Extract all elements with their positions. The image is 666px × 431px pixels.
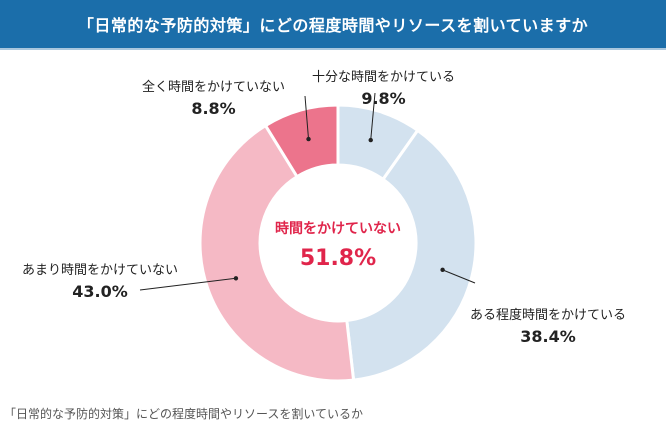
center-value: 51.8% [299,246,377,271]
slice-label-sufficient: 十分な時間をかけている 9.8% [312,66,455,108]
leader-line [370,92,376,141]
slice-label-text: あまり時間をかけていない [22,263,179,278]
donut-slice [263,103,340,179]
leader-line [304,95,310,140]
slice-value: 8.8% [191,99,236,118]
leader-line [139,277,236,291]
slice-value: 38.4% [520,327,576,346]
slice-label-little: あまり時間をかけていない 43.0% [22,259,178,301]
slice-label-text: 全く時間をかけていない [142,80,286,95]
slice-label-text: 十分な時間をかけている [312,70,456,85]
slice-value: 43.0% [72,282,128,301]
slice-value: 9.8% [361,89,406,108]
leader-dot [233,276,239,281]
slice-label-none: 全く時間をかけていない 8.8% [142,76,285,118]
chart-title: 「日常的な予防的対策」にどの程度時間やリソースを割いていますか [0,0,666,50]
leader-dot [440,267,445,273]
leader-dot [368,137,373,143]
donut-slice [345,128,478,382]
center-label: 時間をかけていない [275,221,401,237]
donut-slice [198,123,356,383]
leader-line [442,269,476,284]
center-summary: 時間をかけていない 51.8% [262,218,414,271]
slice-label-somewhat: ある程度時間をかけている 38.4% [470,304,626,346]
slice-label-text: ある程度時間をかけている [470,308,627,323]
caption: 「日常的な予防的対策」にどの程度時間やリソースを割いているか [4,407,364,421]
leader-dot [306,136,311,142]
